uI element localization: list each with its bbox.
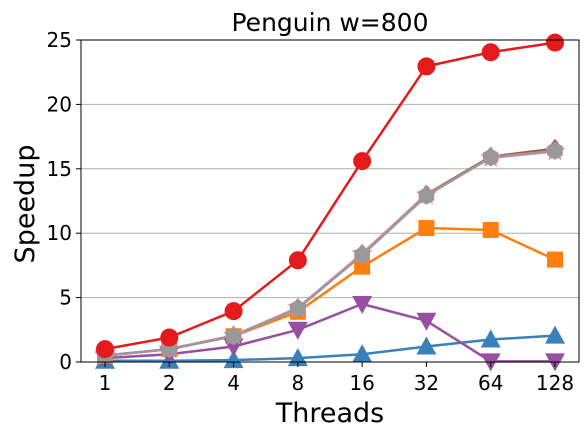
data-point-hexagon [547, 141, 563, 160]
y-axis-ticks: 0 5 10 15 20 25 [47, 28, 81, 374]
data-point-triangle-down [287, 321, 308, 340]
y-tick-label: 20 [47, 92, 72, 116]
x-tick-label: 1 [99, 371, 112, 395]
y-tick-label: 25 [47, 28, 72, 52]
data-point-circle [160, 328, 179, 347]
data-point-square [547, 251, 563, 268]
data-point-circle [353, 152, 372, 171]
series-line-circle [104, 41, 556, 351]
series-lines [104, 41, 556, 363]
x-tick-label: 16 [349, 371, 374, 395]
data-point-circle [481, 43, 500, 62]
data-point-circle [417, 57, 436, 76]
y-tick-label: 5 [59, 286, 72, 310]
data-point-triangle-up [545, 325, 565, 344]
data-point-circle [288, 251, 307, 270]
x-tick-label: 8 [291, 371, 304, 395]
data-point-square [418, 220, 435, 237]
gridlines [81, 103, 579, 299]
series-markers-triangle-up [95, 325, 565, 369]
series-markers [94, 33, 566, 372]
data-point-square [482, 221, 499, 238]
data-point-triangle-down [352, 296, 373, 315]
y-tick-label: 10 [47, 221, 72, 245]
data-point-hexagon [354, 246, 370, 265]
y-axis-label: Speedup [10, 145, 41, 264]
series-line-hexagon [104, 149, 556, 357]
data-point-triangle-up [416, 336, 437, 355]
data-point-hexagon [225, 327, 242, 346]
series-line-triangle-up [105, 334, 556, 362]
data-point-triangle-up [480, 329, 501, 348]
x-tick-label: 64 [478, 371, 503, 395]
data-point-circle [546, 33, 564, 52]
data-point-circle [224, 302, 243, 321]
x-axis-ticks: 1 2 4 8 16 32 64 128 [99, 362, 574, 395]
data-point-triangle-up [223, 350, 244, 369]
data-point-hexagon [482, 148, 499, 167]
data-point-square [354, 258, 371, 275]
y-tick-label: 15 [47, 157, 72, 181]
series-line-triangle-down [104, 302, 555, 363]
data-point-hexagon [290, 299, 306, 318]
data-point-hexagon [418, 186, 435, 205]
x-tick-label: 2 [163, 371, 176, 395]
data-point-triangle-up [352, 344, 373, 363]
x-tick-label: 128 [536, 371, 574, 395]
series-line-star [104, 150, 556, 357]
y-tick-label: 0 [59, 350, 72, 374]
x-tick-label: 32 [414, 371, 439, 395]
x-tick-label: 4 [227, 371, 240, 395]
x-axis-label: Threads [275, 398, 384, 429]
chart-title: Penguin w=800 [232, 8, 429, 37]
series-line-diamond [104, 147, 556, 357]
data-point-circle [96, 340, 114, 359]
data-point-triangle-down [416, 312, 437, 331]
plot-frame [80, 39, 580, 363]
series-markers-circle [96, 33, 564, 359]
